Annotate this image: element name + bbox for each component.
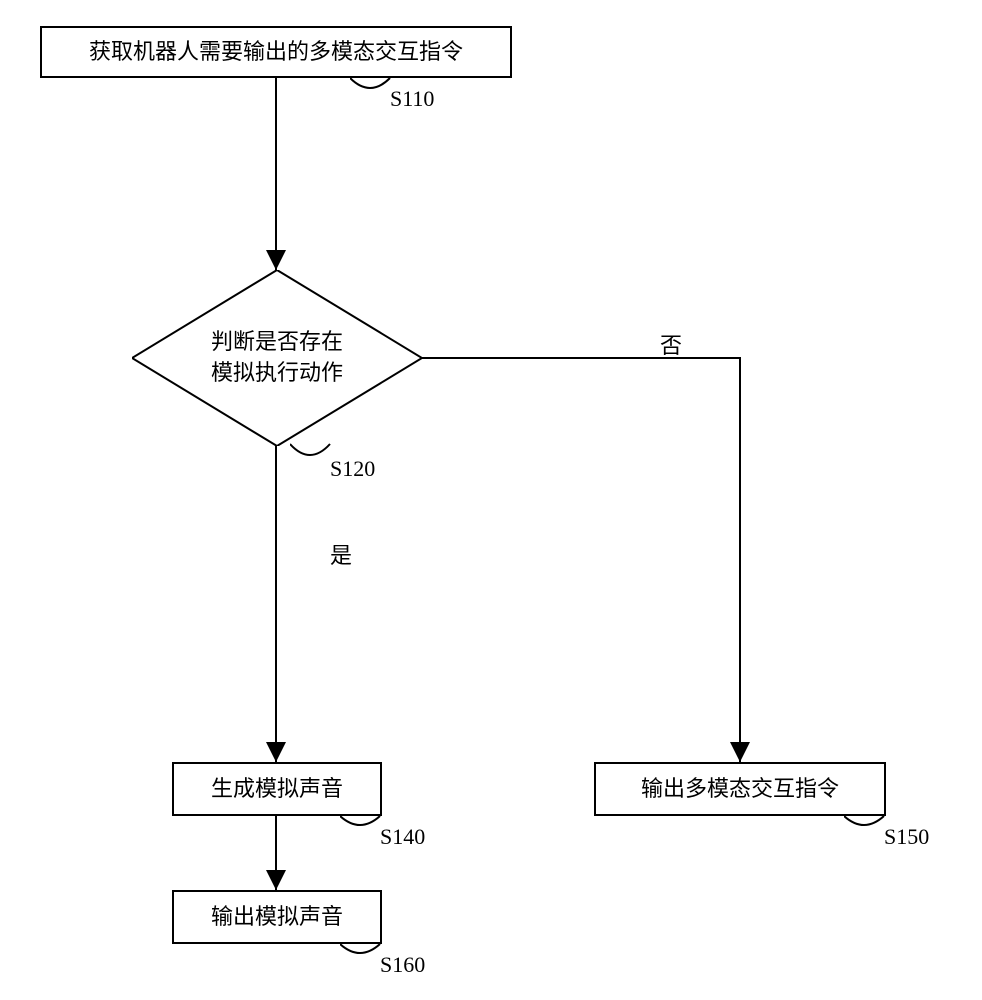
decision-text-line2: 模拟执行动作: [132, 358, 422, 389]
node-decision: 判断是否存在 模拟执行动作: [132, 270, 422, 446]
node-text: 输出模拟声音: [211, 902, 343, 933]
node-text: 生成模拟声音: [211, 774, 343, 805]
step-label-s140: S140: [380, 824, 425, 850]
step-connector-icon: [340, 940, 382, 958]
step-label-s110: S110: [390, 86, 434, 112]
node-text: 获取机器人需要输出的多模态交互指令: [89, 37, 463, 68]
step-label-s150: S150: [884, 824, 929, 850]
flowchart-edges: [0, 0, 982, 1000]
step-connector-icon: [340, 812, 382, 830]
node-output-command: 输出多模态交互指令: [594, 762, 886, 816]
edge-label-yes: 是: [330, 538, 352, 570]
node-generate-sound: 生成模拟声音: [172, 762, 382, 816]
step-connector-icon: [844, 812, 886, 830]
step-label-s120: S120: [330, 456, 375, 482]
step-connector-icon: [350, 74, 392, 92]
step-connector-icon: [290, 440, 332, 462]
node-text: 输出多模态交互指令: [641, 774, 839, 805]
node-acquire-command: 获取机器人需要输出的多模态交互指令: [40, 26, 512, 78]
node-output-sound: 输出模拟声音: [172, 890, 382, 944]
decision-text-line1: 判断是否存在: [132, 327, 422, 358]
step-label-s160: S160: [380, 952, 425, 978]
edge-label-no: 否: [660, 328, 682, 360]
